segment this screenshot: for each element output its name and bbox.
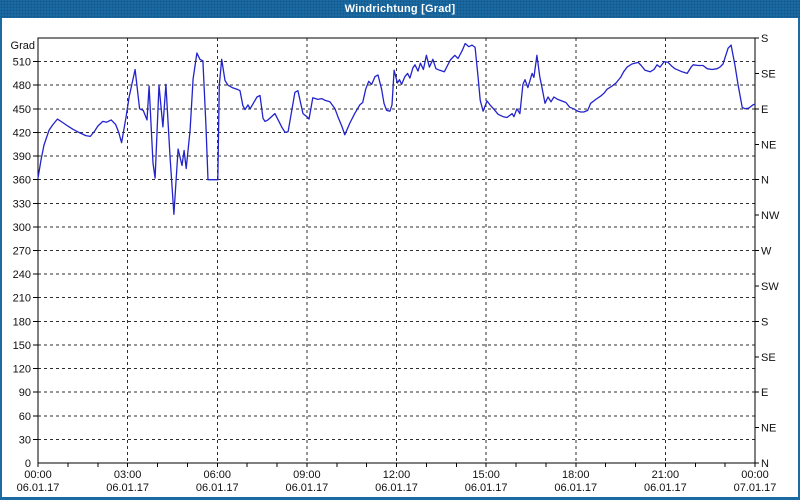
x-tick-time-label: 00:00	[24, 469, 52, 481]
x-tick-date-label: 06.01.17	[106, 482, 149, 494]
compass-label: NE	[761, 423, 776, 435]
compass-label: N	[761, 175, 769, 187]
compass-label: NW	[761, 210, 780, 222]
y-tick-label: 0	[25, 458, 31, 470]
x-tick-date-label: 06.01.17	[554, 482, 597, 494]
y-tick-label: 300	[13, 222, 31, 234]
window-title: Windrichtung [Grad]	[344, 3, 456, 15]
y-tick-label: 330	[13, 198, 31, 210]
wind-direction-line	[37, 42, 756, 215]
y-tick-label: 180	[13, 316, 31, 328]
y-tick-label: 270	[13, 246, 31, 258]
compass-label: SE	[761, 352, 776, 364]
x-tick-time-label: 06:00	[203, 469, 231, 481]
window-border-bottom	[0, 497, 800, 500]
x-tick-date-label: 06.01.17	[17, 482, 60, 494]
x-tick-date-label: 06.01.17	[644, 482, 687, 494]
y-tick-label: 90	[19, 387, 31, 399]
compass-label: SE	[761, 68, 776, 80]
x-tick-time-label: 09:00	[293, 469, 321, 481]
x-tick-time-label: 18:00	[562, 469, 590, 481]
y-axis-unit-label: Grad	[11, 40, 35, 52]
y-tick-label: 30	[19, 434, 31, 446]
compass-label: E	[761, 104, 768, 116]
y-tick-label: 150	[13, 340, 31, 352]
x-tick-time-label: 00:00	[741, 469, 769, 481]
y-tick-label: 60	[19, 411, 31, 423]
y-tick-label: 420	[13, 127, 31, 139]
compass-label: E	[761, 387, 768, 399]
x-tick-date-label: 06.01.17	[196, 482, 239, 494]
compass-label: SW	[761, 281, 779, 293]
y-tick-label: 390	[13, 151, 31, 163]
x-tick-time-label: 15:00	[472, 469, 500, 481]
x-tick-time-label: 03:00	[114, 469, 142, 481]
y-tick-label: 360	[13, 175, 31, 187]
window-border-left	[0, 18, 2, 500]
compass-label: S	[761, 316, 768, 328]
wind-direction-chart: 0 30 60 90 120 150 180 210 240 270 300 330 360 390 420…	[11, 33, 780, 494]
y-tick-label: 510	[13, 57, 31, 69]
compass-label: N	[761, 458, 769, 470]
compass-label: S	[761, 33, 768, 45]
x-tick-date-label: 06.01.17	[465, 482, 508, 494]
y-tick-label: 480	[13, 80, 31, 92]
x-tick-time-label: 12:00	[383, 469, 411, 481]
title-bar: Windrichtung [Grad]	[0, 0, 800, 18]
x-tick-date-label: 06.01.17	[375, 482, 418, 494]
plot-border	[37, 37, 756, 464]
compass-label: W	[761, 246, 772, 258]
y-tick-label: 240	[13, 269, 31, 281]
chart-area: 0 30 60 90 120 150 180 210 240 270 300 330 360 390 420…	[0, 18, 800, 500]
y-tick-label: 450	[13, 104, 31, 116]
y-tick-label: 120	[13, 364, 31, 376]
x-tick-time-label: 21:00	[652, 469, 680, 481]
x-tick-date-label: 07.01.17	[734, 482, 777, 494]
window-border-right	[798, 18, 800, 500]
compass-label: NE	[761, 139, 776, 151]
y-tick-label: 210	[13, 293, 31, 305]
x-tick-date-label: 06.01.17	[285, 482, 328, 494]
